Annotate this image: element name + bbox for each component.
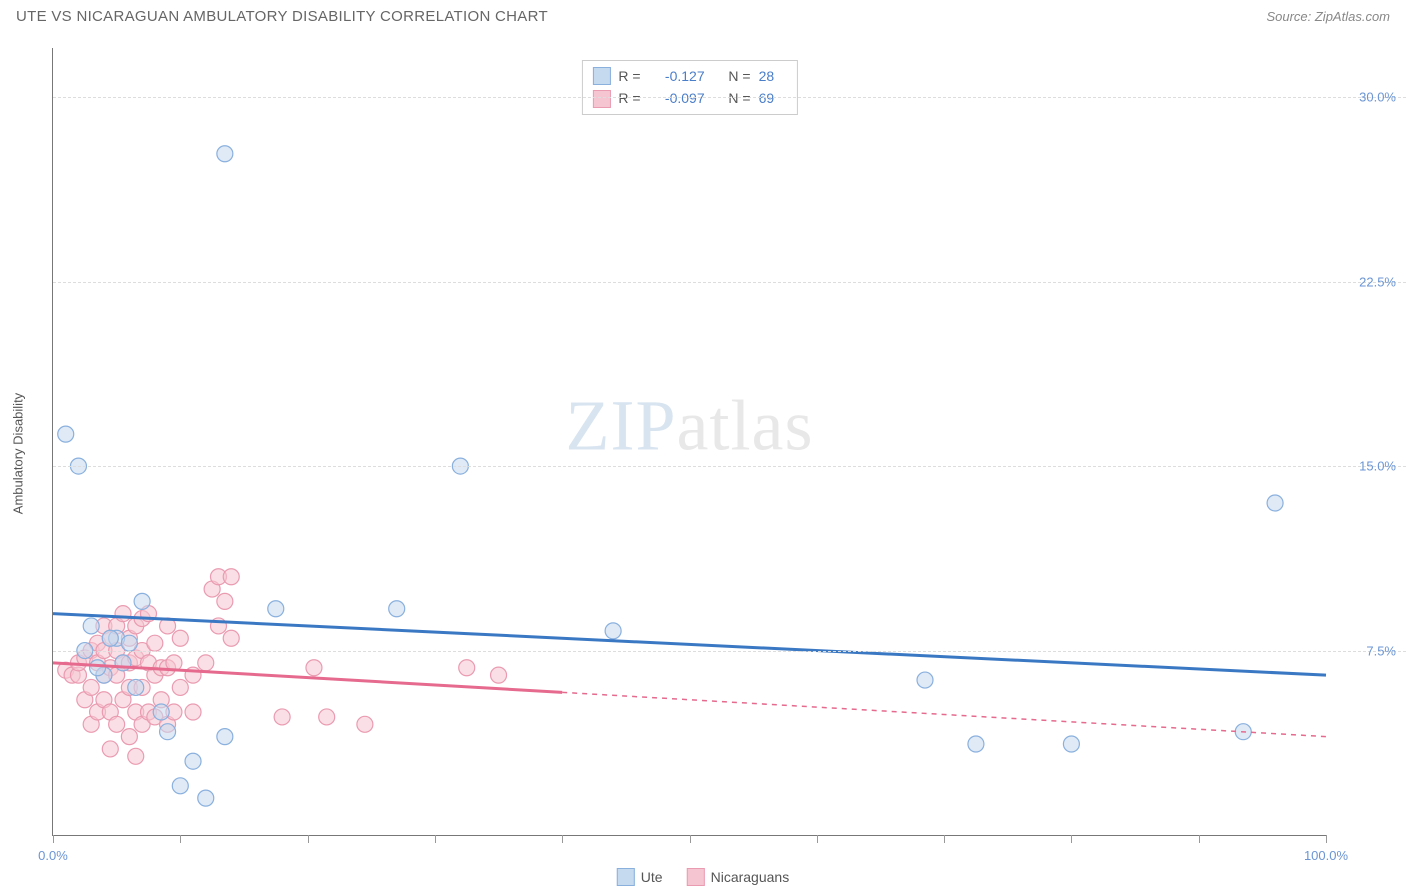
nic-point [147,635,163,651]
x-tick [308,835,309,843]
nic-point [128,748,144,764]
y-tick-label: 22.5% [1359,274,1396,289]
ute-point [134,593,150,609]
nic-point [306,660,322,676]
nic-point [115,606,131,622]
x-tick-label: 100.0% [1304,848,1348,863]
y-tick-label: 15.0% [1359,459,1396,474]
x-tick [1199,835,1200,843]
stats-legend-box: R = -0.127 N = 28 R = -0.097 N = 69 [581,60,797,115]
ute-point [1267,495,1283,511]
stats-r-value: -0.127 [649,65,705,87]
ute-point [153,704,169,720]
ute-point [217,729,233,745]
ute-trend-solid [53,614,1326,675]
nic-point [185,704,201,720]
ute-point [268,601,284,617]
y-axis-label: Ambulatory Disability [11,393,26,514]
bottom-legend: Ute Nicaraguans [617,868,789,886]
ute-point [90,660,106,676]
gridline [53,282,1406,283]
ute-point [968,736,984,752]
x-tick [817,835,818,843]
stats-r-label: R = [618,65,640,87]
gridline [53,651,1406,652]
scatter-plot-svg [53,48,1326,835]
nic-point [223,630,239,646]
source-attribution: Source: ZipAtlas.com [1266,9,1390,24]
stats-n-value: 69 [759,87,787,109]
stats-r-label: R = [618,87,640,109]
stats-r-value: -0.097 [649,87,705,109]
stats-row: R = -0.097 N = 69 [592,87,786,109]
stats-n-label: N = [728,65,750,87]
nic-point [109,716,125,732]
ute-point [102,630,118,646]
ute-point [172,778,188,794]
ute-point [917,672,933,688]
nic-point [274,709,290,725]
ute-point [121,635,137,651]
nic-point [319,709,335,725]
x-tick [435,835,436,843]
ute-point [160,724,176,740]
chart-plot-area: ZIPatlas R =-0.127 N =28R =-0.097 N =69 … [52,48,1326,836]
stats-row: R = -0.127 N = 28 [592,65,786,87]
ute-point [217,146,233,162]
ute-point [198,790,214,806]
x-tick [1326,835,1327,843]
nic-point [491,667,507,683]
ute-point [83,618,99,634]
gridline [53,97,1406,98]
nic-point [198,655,214,671]
ute-point [605,623,621,639]
legend-label: Ute [641,869,663,885]
legend-item: Nicaraguans [687,868,790,886]
ute-point [58,426,74,442]
stats-swatch [592,67,610,85]
legend-swatch [687,868,705,886]
nic-point [172,630,188,646]
stats-n-value: 28 [759,65,787,87]
nic-point [357,716,373,732]
y-tick-label: 30.0% [1359,90,1396,105]
nic-point [102,741,118,757]
ute-point [128,679,144,695]
ute-point [185,753,201,769]
legend-item: Ute [617,868,663,886]
nic-point [121,729,137,745]
x-tick [180,835,181,843]
nic-trend-dashed [562,692,1326,736]
x-tick [690,835,691,843]
stats-n-label: N = [728,87,750,109]
x-tick-label: 0.0% [38,848,68,863]
nic-point [459,660,475,676]
stats-swatch [592,90,610,108]
ute-point [1063,736,1079,752]
chart-title: UTE VS NICARAGUAN AMBULATORY DISABILITY … [16,8,548,25]
gridline [53,466,1406,467]
nic-point [83,679,99,695]
nic-point [217,593,233,609]
y-tick-label: 7.5% [1366,643,1396,658]
x-tick [562,835,563,843]
nic-point [172,679,188,695]
nic-point [223,569,239,585]
legend-label: Nicaraguans [711,869,790,885]
ute-point [389,601,405,617]
x-tick [1071,835,1072,843]
x-tick [53,835,54,843]
x-tick [944,835,945,843]
legend-swatch [617,868,635,886]
